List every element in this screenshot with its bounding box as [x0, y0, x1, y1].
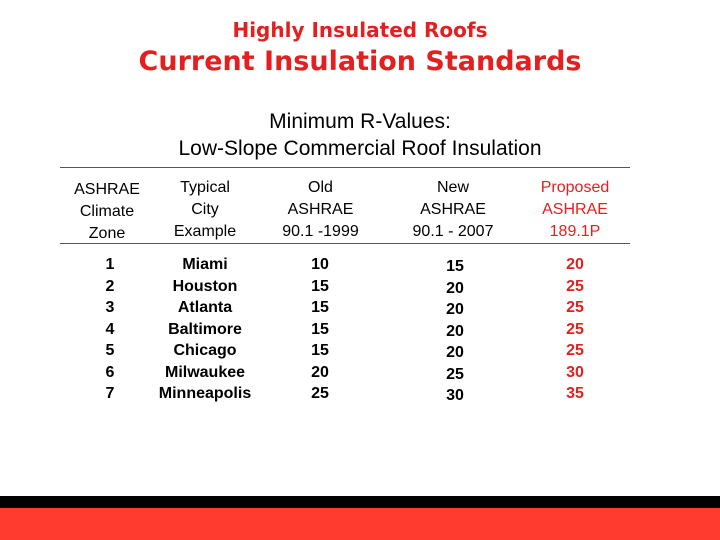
table-cell: Chicago	[173, 342, 237, 359]
table-cell: 1	[105, 256, 115, 273]
table-cell: 15	[446, 258, 464, 275]
table-cell: 15	[311, 299, 329, 316]
table-cell: 15	[311, 277, 329, 295]
table-cell: 20	[446, 344, 464, 361]
column-proposed-189: 20 25 25 25 25 30 35	[550, 254, 600, 405]
column-new-2007: 15 20 20 20 20 25 30	[430, 256, 480, 407]
header-text: Typical	[180, 179, 230, 196]
table-cell: 15	[311, 342, 329, 359]
table-cell: 20	[566, 256, 584, 273]
table-cell: Miami	[182, 256, 228, 273]
column-zones: 1 2 3 4 5 6 7	[90, 254, 130, 405]
header-city: Typical City Example	[155, 177, 255, 243]
header-text: ASHRAE	[420, 201, 486, 218]
table-cell: 25	[311, 385, 329, 402]
header-text: ASHRAE	[74, 181, 140, 198]
footer-red-bar	[0, 508, 720, 540]
table-cell: 30	[566, 363, 584, 381]
table-heading-line1: Minimum R-Values:	[269, 110, 451, 133]
header-text: Old	[308, 179, 333, 196]
table-heading-line2: Low-Slope Commercial Roof Insulation	[178, 137, 542, 160]
table-cell: 30	[446, 387, 464, 404]
table-cell: 25	[566, 342, 584, 359]
table-cell: 20	[446, 301, 464, 318]
table-cell: 20	[446, 279, 464, 297]
slide-title: Highly Insulated Roofs	[232, 18, 488, 42]
table-cell: 25	[446, 365, 464, 383]
table-cell: 35	[566, 385, 584, 402]
table-cell: 25	[566, 320, 584, 338]
header-text: Proposed	[540, 179, 610, 196]
header-text: ASHRAE	[542, 201, 608, 218]
header-text: ASHRAE	[287, 201, 354, 218]
slide-subtitle: Current Insulation Standards	[138, 46, 582, 77]
table-cell: Atlanta	[177, 299, 233, 316]
header-text: 90.1 -1999	[282, 223, 359, 240]
table-top-rule	[60, 167, 630, 168]
header-text: Example	[173, 223, 237, 240]
header-text: 189.1P	[549, 223, 601, 240]
header-proposed-ashrae: Proposed ASHRAE 189.1P	[520, 177, 630, 243]
table-cell: 25	[566, 299, 584, 316]
table-cell: 10	[311, 256, 329, 273]
header-text: Climate	[79, 203, 135, 220]
header-new-ashrae: New ASHRAE 90.1 - 2007	[393, 177, 513, 243]
header-text: New	[436, 179, 469, 196]
table-cell: Milwaukee	[164, 363, 246, 381]
column-old-1999: 10 15 15 15 15 20 25	[295, 254, 345, 405]
header-old-ashrae: Old ASHRAE 90.1 -1999	[263, 177, 378, 243]
table-cell: 2	[105, 277, 115, 295]
table-cell: 25	[566, 277, 584, 295]
header-climate-zone: ASHRAE Climate Zone	[62, 179, 152, 245]
table-cell: 20	[311, 363, 329, 381]
table-cell: 7	[105, 385, 115, 402]
table-cell: 20	[446, 322, 464, 340]
column-cities: Miami Houston Atlanta Baltimore Chicago …	[145, 254, 265, 405]
footer-black-bar	[0, 496, 720, 508]
table-cell: 3	[105, 299, 115, 316]
header-text: City	[191, 201, 219, 218]
table-cell: 15	[311, 320, 329, 338]
header-text: Zone	[88, 225, 126, 242]
header-text: 90.1 - 2007	[412, 223, 494, 240]
table-cell: Baltimore	[168, 320, 242, 338]
table-header-rule	[60, 243, 630, 244]
table-cell: 5	[105, 342, 115, 359]
table-cell: Houston	[172, 277, 238, 295]
table-cell: 6	[105, 363, 115, 381]
table-cell: Minneapolis	[158, 385, 252, 402]
table-cell: 4	[105, 320, 115, 338]
